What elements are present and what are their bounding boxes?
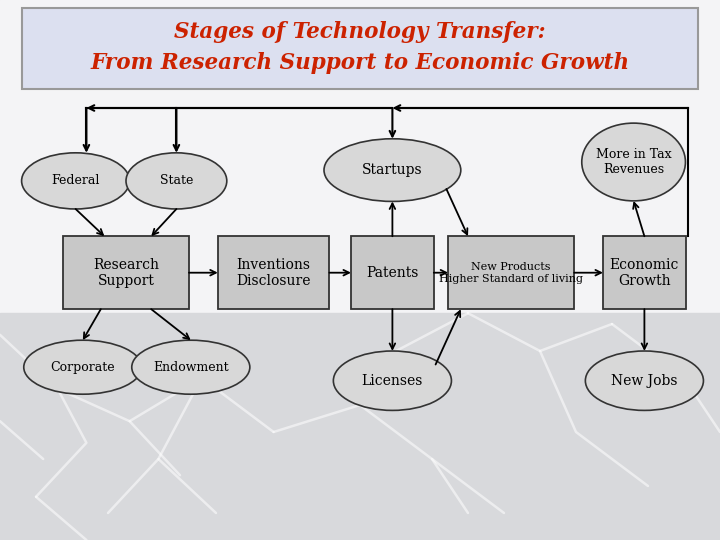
FancyBboxPatch shape bbox=[63, 237, 189, 309]
Text: Federal: Federal bbox=[51, 174, 100, 187]
Text: Research
Support: Research Support bbox=[93, 258, 159, 288]
FancyBboxPatch shape bbox=[351, 237, 433, 309]
Ellipse shape bbox=[585, 351, 703, 410]
Text: Economic
Growth: Economic Growth bbox=[610, 258, 679, 288]
Ellipse shape bbox=[24, 340, 142, 394]
Text: New Jobs: New Jobs bbox=[611, 374, 678, 388]
Text: Startups: Startups bbox=[362, 163, 423, 177]
FancyBboxPatch shape bbox=[22, 8, 698, 89]
Text: New Products
Higher Standard of living: New Products Higher Standard of living bbox=[439, 262, 583, 284]
Ellipse shape bbox=[333, 351, 451, 410]
Circle shape bbox=[582, 123, 685, 201]
Bar bbox=[0, 313, 720, 540]
Ellipse shape bbox=[324, 139, 461, 201]
Ellipse shape bbox=[126, 153, 227, 209]
Ellipse shape bbox=[22, 153, 130, 209]
FancyBboxPatch shape bbox=[217, 237, 330, 309]
Text: More in Tax
Revenues: More in Tax Revenues bbox=[595, 148, 672, 176]
Text: Inventions
Disclosure: Inventions Disclosure bbox=[236, 258, 311, 288]
Text: Corporate: Corporate bbox=[50, 361, 115, 374]
FancyBboxPatch shape bbox=[448, 237, 575, 309]
FancyBboxPatch shape bbox=[603, 237, 685, 309]
Text: Endowment: Endowment bbox=[153, 361, 229, 374]
Text: State: State bbox=[160, 174, 193, 187]
Bar bbox=[0, 0, 720, 313]
Ellipse shape bbox=[132, 340, 250, 394]
Text: Patents: Patents bbox=[366, 266, 418, 280]
Text: Stages of Technology Transfer:
From Research Support to Economic Growth: Stages of Technology Transfer: From Rese… bbox=[91, 21, 629, 74]
Text: Licenses: Licenses bbox=[361, 374, 423, 388]
